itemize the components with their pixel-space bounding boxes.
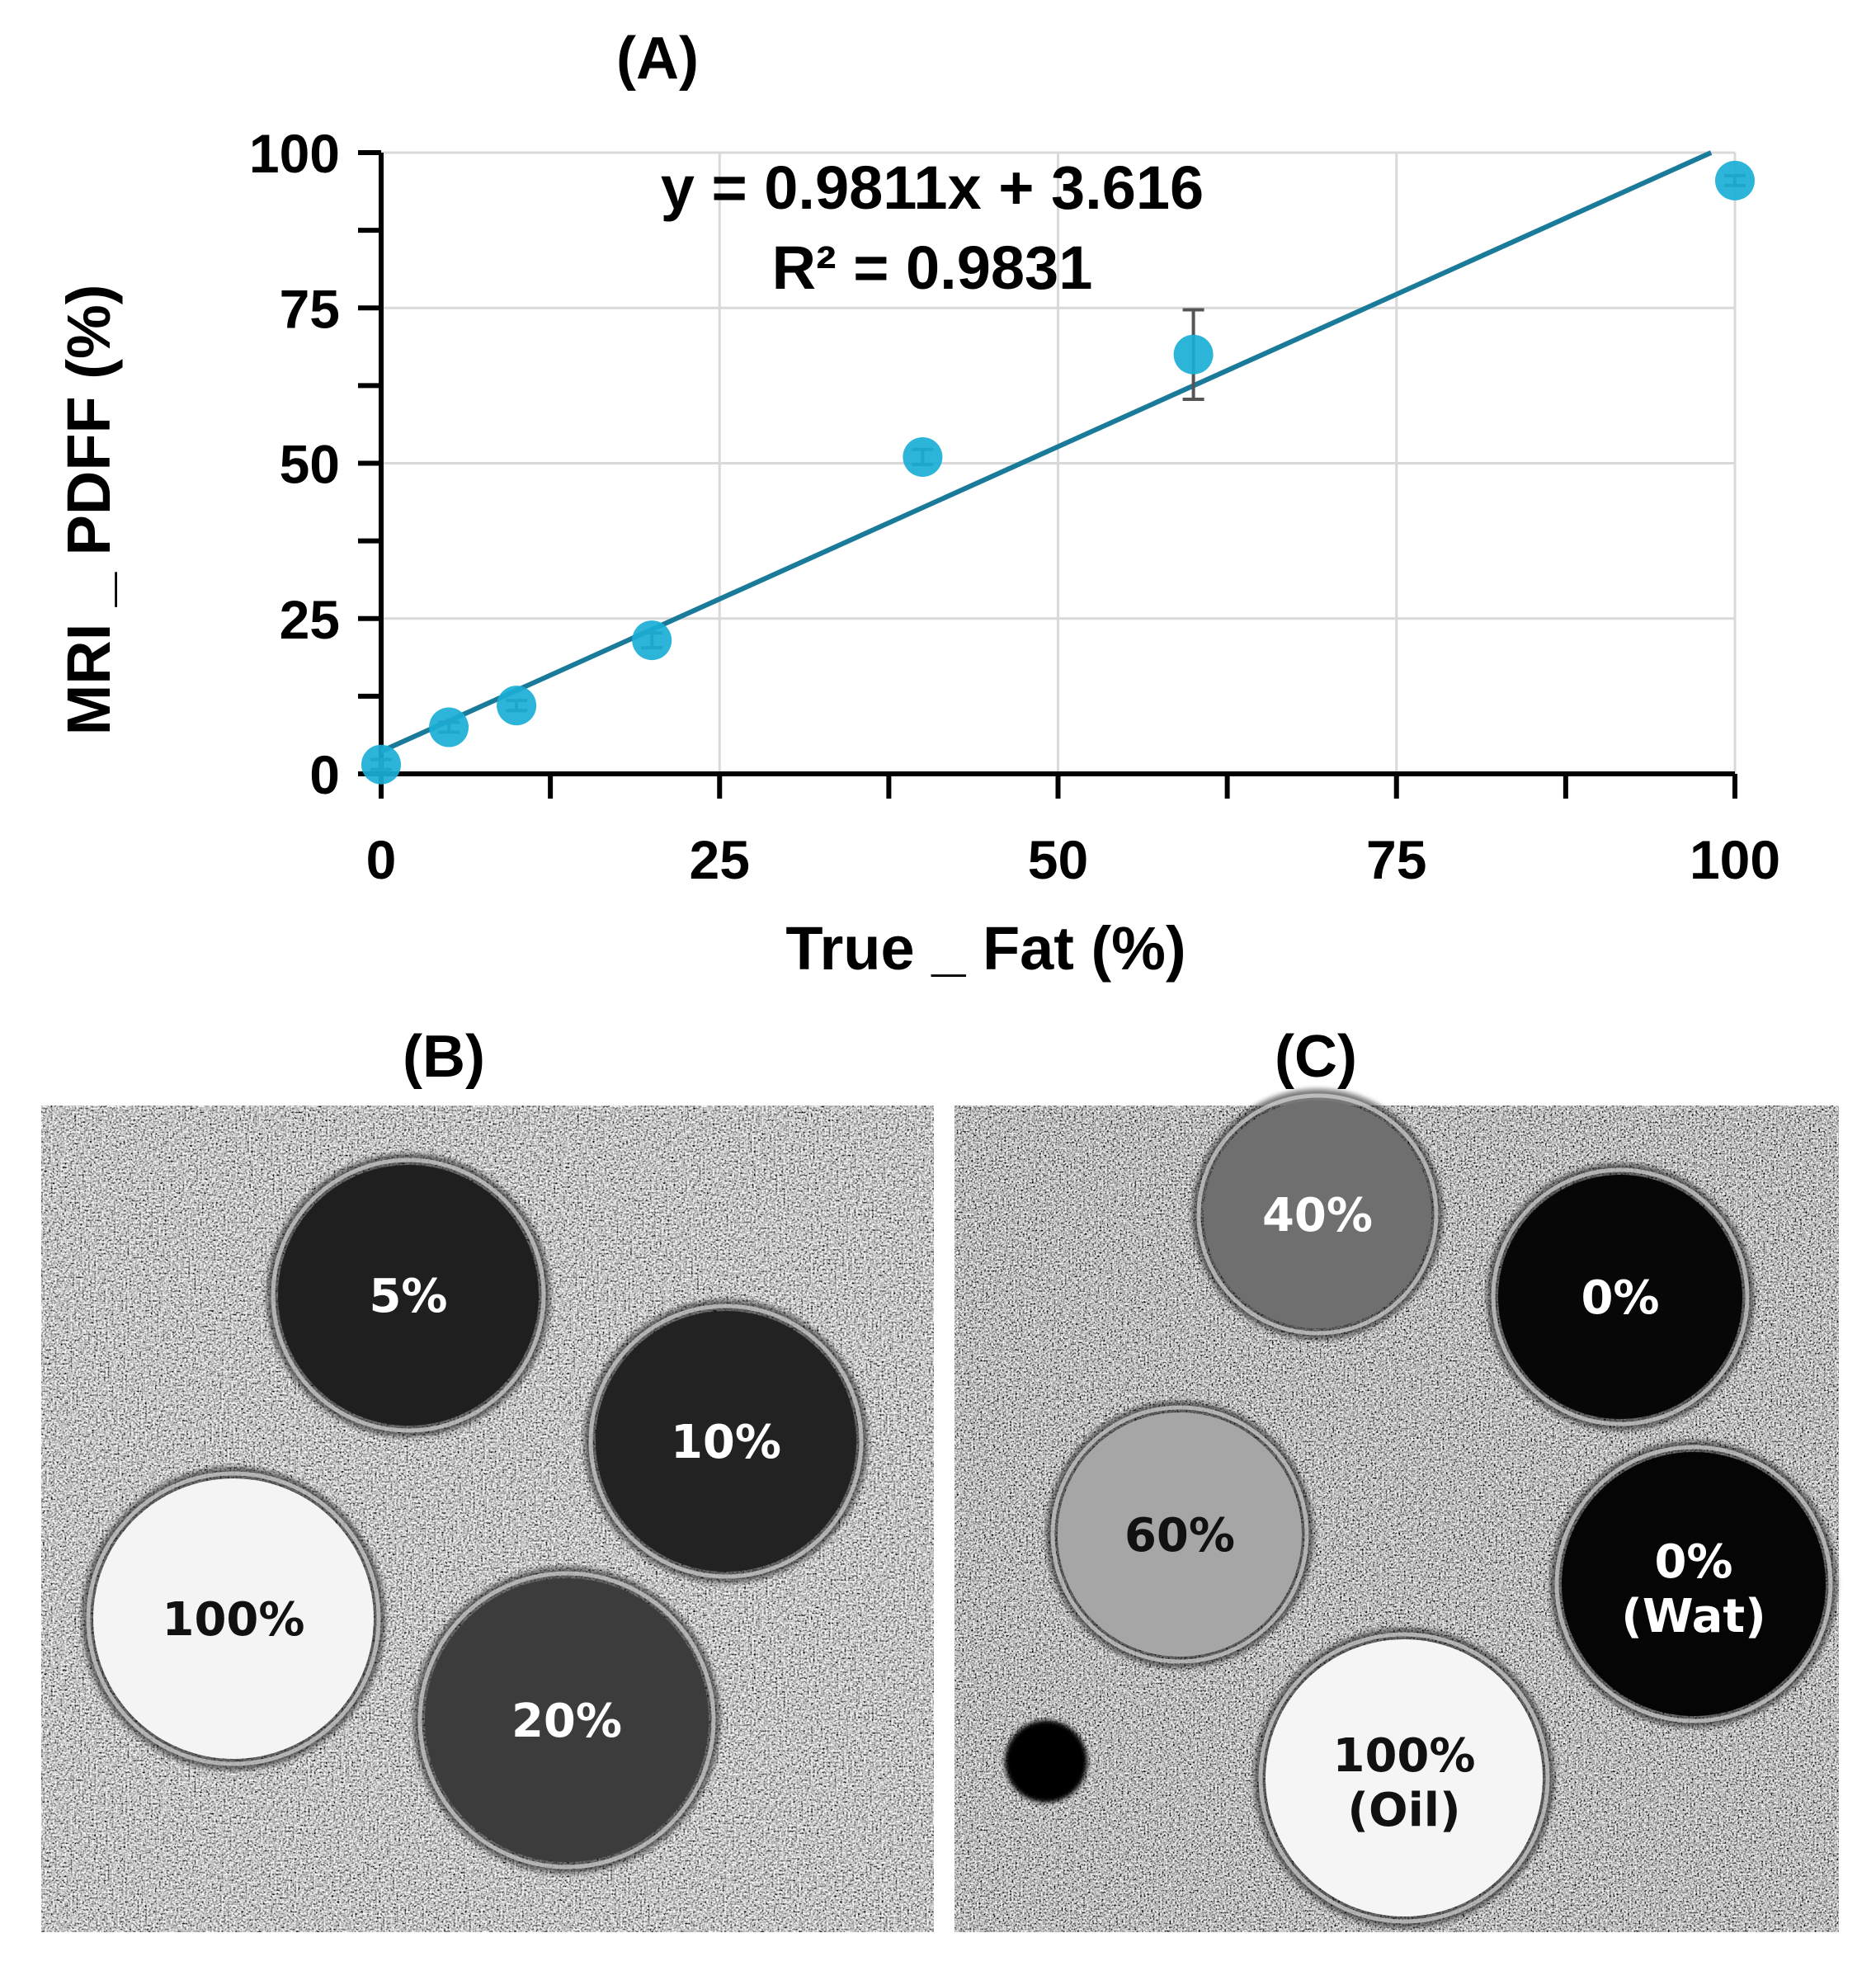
y-tick-label: 50 (280, 434, 340, 495)
regression-equation: y = 0.9811x + 3.616 (661, 153, 1204, 222)
panel-a-title: (A) (616, 26, 699, 92)
mri-image-b: 5% 10% 100% 20% (41, 1106, 934, 1932)
mri-image-c: 40%0%60% 0%(Wat)100%(Oil) (954, 1089, 1839, 1932)
data-point (429, 707, 469, 747)
r-squared-label: R² = 0.9831 (772, 233, 1093, 302)
x-tick-label: 25 (690, 829, 750, 890)
y-tick-label: 25 (280, 589, 340, 650)
data-point (1173, 334, 1214, 375)
tube-label: 100% (162, 1593, 304, 1647)
phantom-tube: 0%(Wat) (1550, 1440, 1837, 1728)
tube-label: 0% (1654, 1535, 1732, 1589)
phantom-tube: 20% (413, 1567, 720, 1874)
x-tick-label: 50 (1028, 829, 1088, 890)
tube-label: 60% (1124, 1509, 1235, 1563)
phantom-tube: 10% (584, 1299, 868, 1583)
phantom-tube: 40% (1192, 1089, 1443, 1340)
tube-label: 40% (1262, 1189, 1373, 1242)
phantom-tube: 60% (1046, 1401, 1313, 1668)
data-point (361, 744, 401, 785)
tube-sublabel: (Wat) (1621, 1590, 1766, 1643)
panel-c-title: (C) (1275, 1024, 1357, 1090)
tube-label: 0% (1581, 1271, 1659, 1325)
tube-sublabel: (Oil) (1347, 1784, 1460, 1837)
tube-label: 10% (671, 1416, 781, 1469)
trendline-path (379, 150, 1713, 754)
y-tick-label: 100 (249, 123, 340, 184)
x-axis-title: True _ Fat (%) (785, 914, 1185, 983)
phantom-tube: 100% (82, 1467, 385, 1770)
chart-axes (358, 150, 1737, 799)
tube-label: 100% (1332, 1729, 1475, 1783)
tube-label: 5% (369, 1270, 447, 1323)
phantom-tube: 5% (266, 1153, 550, 1437)
panel-b-title: (B) (403, 1024, 485, 1090)
data-point (632, 620, 672, 661)
y-tick-label: 0 (309, 744, 340, 805)
x-tick-label: 75 (1366, 829, 1426, 890)
chart-grid (381, 151, 1737, 774)
data-point (497, 686, 537, 726)
tick-labels: 0 25 50 75 100 0 25 50 75 100 (249, 123, 1780, 890)
x-tick-label: 0 (366, 829, 397, 890)
tube-label: 20% (511, 1695, 622, 1748)
data-point (903, 436, 943, 477)
phantom-tube: 100%(Oil) (1254, 1628, 1554, 1928)
data-point (1715, 160, 1755, 200)
phantom-tube: 0% (1487, 1163, 1754, 1431)
y-tick-label: 75 (280, 278, 340, 339)
y-axis-title: MRI _ PDFF (%) (54, 285, 123, 736)
x-tick-label: 100 (1690, 829, 1780, 890)
air-bubble (1005, 1720, 1087, 1803)
trendline (379, 150, 1713, 754)
chart-a: 0 25 50 75 100 0 25 50 75 100 (249, 123, 1780, 890)
data-points (361, 160, 1755, 785)
